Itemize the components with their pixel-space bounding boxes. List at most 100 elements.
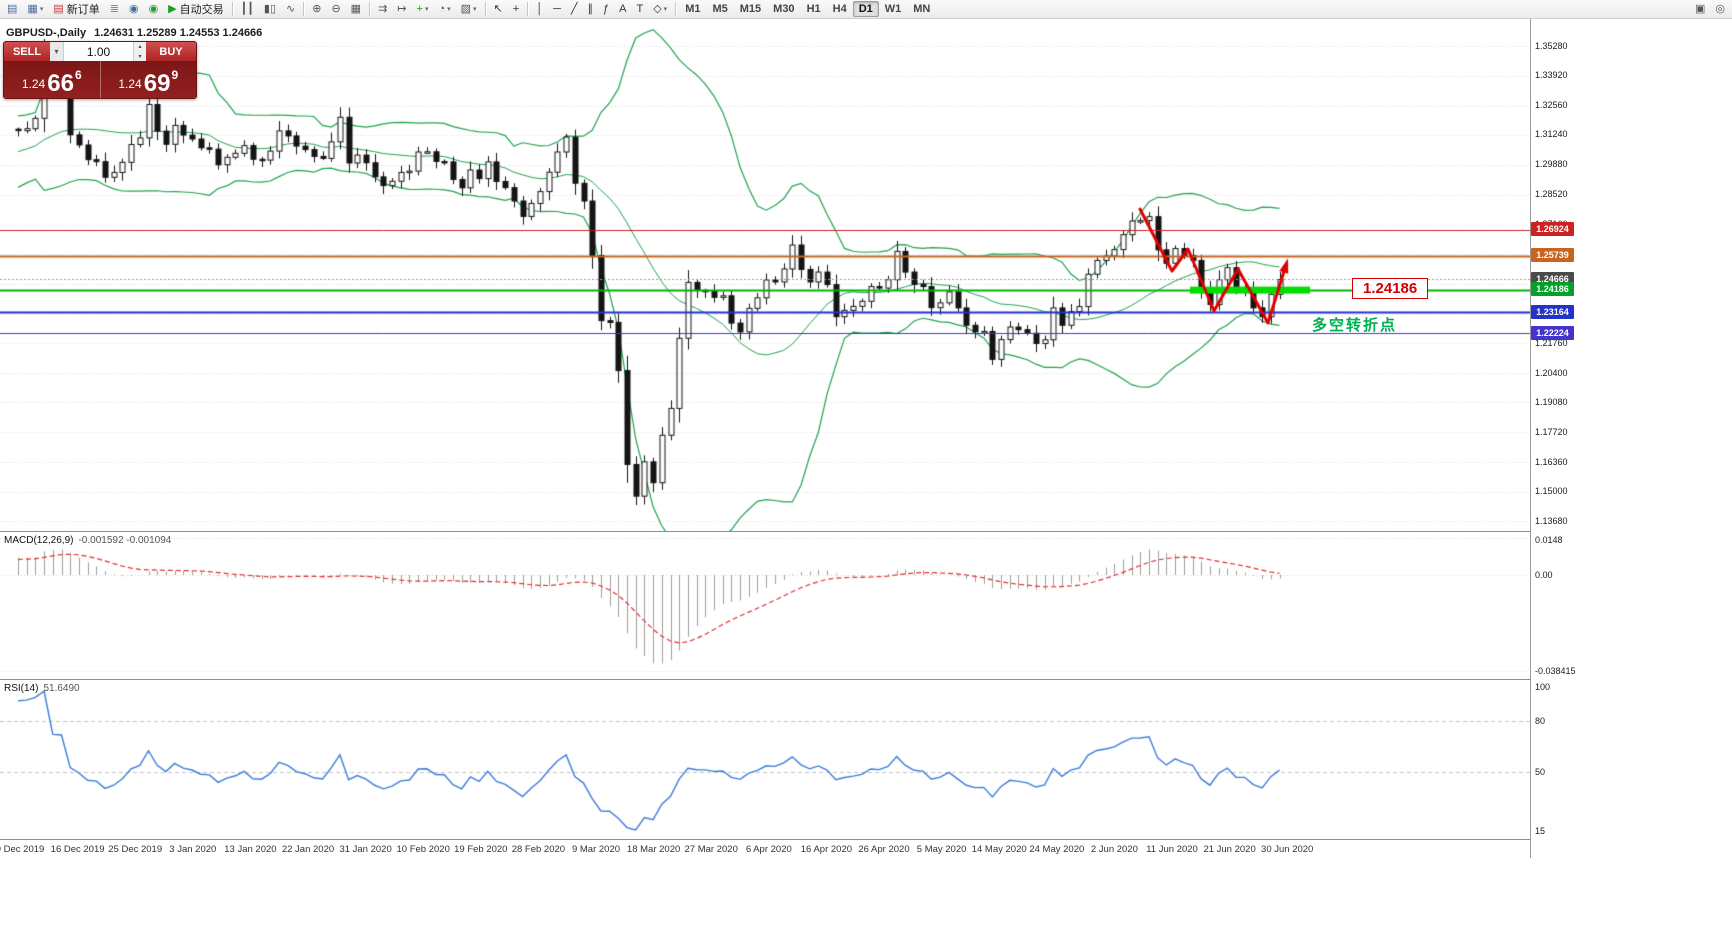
new-order-button-label: 新订单	[66, 4, 100, 16]
timeframe-h4-button[interactable]: H4	[832, 3, 847, 15]
timeframe-d1-button[interactable]: D1	[852, 1, 879, 17]
date-axis-label: 10 Feb 2020	[396, 844, 450, 855]
periods-icon[interactable]: ◔ ▾	[434, 0, 454, 19]
price-annotation-label[interactable]: 1.24186	[1352, 278, 1429, 299]
date-axis-label: 3 Jan 2020	[169, 844, 217, 855]
rsi-value: 51.6490	[43, 683, 80, 694]
rsi-scale-label: 50	[1535, 766, 1546, 777]
date-axis-label: 11 Jun 2020	[1146, 844, 1198, 855]
chart-ohlc-values: 1.24631 1.25289 1.24553 1.24666	[94, 27, 263, 39]
price-axis-label: 1.16360	[1535, 456, 1568, 467]
data-window-icon[interactable]: ▣	[1691, 0, 1709, 19]
macd-scale-label: -0.038415	[1535, 666, 1576, 677]
chart-shift-icon[interactable]: ↦	[393, 0, 410, 19]
new-chart-icon[interactable]: ▤	[3, 0, 21, 19]
macd-name: MACD(12,26,9)	[4, 535, 74, 546]
crosshair-icon: +	[512, 2, 520, 15]
arrows-icon[interactable]: ◇ ▾	[649, 0, 671, 19]
new-order-button[interactable]: ▤ 新订单	[49, 0, 103, 19]
ask-price-display[interactable]: 1.24 69 9	[101, 61, 197, 98]
price-axis-label: 1.21760	[1535, 337, 1568, 348]
price-axis-label: 1.31240	[1535, 129, 1568, 140]
rsi-scale-label: 15	[1535, 826, 1546, 836]
volume-input[interactable]: 1.00	[64, 42, 133, 61]
line-chart-type-icon[interactable]: ∿	[282, 0, 299, 19]
timeframe-m1-button[interactable]: M1	[685, 3, 701, 15]
buy-button[interactable]: BUY	[146, 42, 196, 61]
price-axis-label: 1.15000	[1535, 486, 1568, 497]
zoom-in-icon[interactable]: ⊕	[308, 0, 325, 19]
rsi-name: RSI(14)	[4, 683, 39, 694]
text-label-icon[interactable]: T	[632, 0, 647, 19]
timeframe-m30-button[interactable]: M30	[773, 3, 795, 15]
chart-title: GBPUSD-,Daily 1.24631 1.25289 1.24553 1.2…	[6, 27, 262, 39]
macd-indicator-canvas[interactable]	[0, 533, 1530, 679]
date-axis-label: 14 May 2020	[971, 844, 1027, 855]
ask-price-pips: 69	[143, 69, 171, 97]
timeframe-m15-button[interactable]: M15	[739, 3, 762, 15]
auto-trading-icon: ▶	[168, 2, 177, 15]
macd-scale-label: 0.00	[1535, 570, 1553, 580]
chart-profiles-icon[interactable]: ▦ ▾	[23, 0, 47, 19]
price-chart-canvas[interactable]	[0, 21, 1530, 531]
ask-price-major: 1.24	[118, 77, 142, 91]
timeframe-mn-button[interactable]: MN	[913, 3, 931, 15]
sell-button[interactable]: SELL	[4, 42, 50, 61]
time-axis[interactable]: 9 Dec 2019 16 Dec 2019 25 Dec 2019 3 Jan 20…	[0, 839, 1574, 859]
volume-down-button[interactable]: ▾	[138, 53, 142, 60]
templates-icon[interactable]: ▨ ▾	[457, 0, 481, 19]
one-click-trading-panel: SELL ▾ 1.00 ▴ ▾ BUY 1.24 66 6 1.24 69 9	[3, 41, 197, 99]
templates-icon: ▨	[460, 2, 472, 15]
price-axis-label: 1.28520	[1535, 189, 1568, 200]
pane-separator[interactable]	[0, 531, 1574, 532]
rsi-indicator-canvas[interactable]	[0, 681, 1530, 839]
price-tag: 1.23164	[1531, 304, 1574, 319]
indicators-icon[interactable]: + ▾	[413, 0, 433, 19]
mql5-community-icon[interactable]: ◉	[125, 0, 143, 19]
horizontal-line-icon[interactable]: ─	[549, 0, 565, 19]
chevron-down-icon: ▾	[424, 6, 429, 13]
bid-price-display[interactable]: 1.24 66 6	[4, 61, 101, 98]
trendline-icon[interactable]: ╱	[567, 0, 582, 19]
date-axis-label: 30 Jun 2020	[1261, 844, 1314, 855]
crosshair-icon[interactable]: +	[509, 0, 523, 19]
news-icon[interactable]: ◉	[145, 0, 163, 19]
auto-scroll-icon[interactable]: ⇉	[374, 0, 391, 19]
data-window-icon: ▣	[1694, 2, 1706, 15]
equidistant-channel-icon[interactable]: ∥	[584, 0, 598, 19]
tile-windows-icon[interactable]: ▦	[347, 0, 365, 19]
pane-separator[interactable]	[0, 679, 1574, 680]
zoom-out-icon[interactable]: ⊖	[327, 0, 344, 19]
new-order-icon: ▤	[53, 2, 64, 15]
date-axis-label: 25 Dec 2019	[108, 844, 163, 855]
bar-chart-type-icon: ┃┃	[240, 2, 254, 15]
price-axis-label: 1.17720	[1535, 426, 1568, 437]
vertical-line-icon[interactable]: │	[532, 0, 547, 19]
cursor-icon[interactable]: ↖	[490, 0, 507, 19]
volume-dropdown-button[interactable]: ▾	[50, 42, 64, 61]
price-axis[interactable]: 1.35280 1.33920 1.32560 1.31240 1.29880 1.285…	[1530, 19, 1576, 858]
market-depth-icon[interactable]: ≣	[106, 0, 123, 19]
date-axis-label: 18 Mar 2020	[626, 844, 681, 855]
fibonacci-icon[interactable]: ƒ	[599, 0, 613, 19]
auto-trading-button[interactable]: ▶ 自动交易	[164, 0, 227, 19]
volume-up-button[interactable]: ▴	[138, 44, 142, 51]
text-icon[interactable]: A	[615, 0, 630, 19]
news-icon: ◉	[148, 2, 159, 15]
macd-scale-label: 0.0148	[1535, 535, 1563, 545]
timeframe-m5-button[interactable]: M5	[712, 3, 728, 15]
chevron-down-icon: ▾	[54, 47, 59, 56]
search-icon[interactable]: ◎	[1711, 0, 1729, 19]
fibonacci-icon: ƒ	[603, 2, 610, 15]
timeframe-w1-button[interactable]: W1	[884, 3, 902, 15]
date-axis-label: 21 Jun 2020	[1203, 844, 1256, 855]
date-axis-label: 31 Jan 2020	[339, 844, 392, 855]
bar-chart-type-icon[interactable]: ┃┃	[237, 0, 258, 19]
line-chart-type-icon: ∿	[286, 2, 296, 15]
candlestick-chart-type-icon[interactable]: ▮▯	[260, 0, 280, 19]
rsi-scale-label: 80	[1535, 715, 1546, 726]
market-depth-icon: ≣	[109, 2, 119, 15]
chevron-down-icon: ▾	[473, 6, 477, 13]
timeframe-h1-button[interactable]: H1	[806, 3, 821, 15]
turning-point-note[interactable]: 多空转折点	[1312, 317, 1398, 334]
